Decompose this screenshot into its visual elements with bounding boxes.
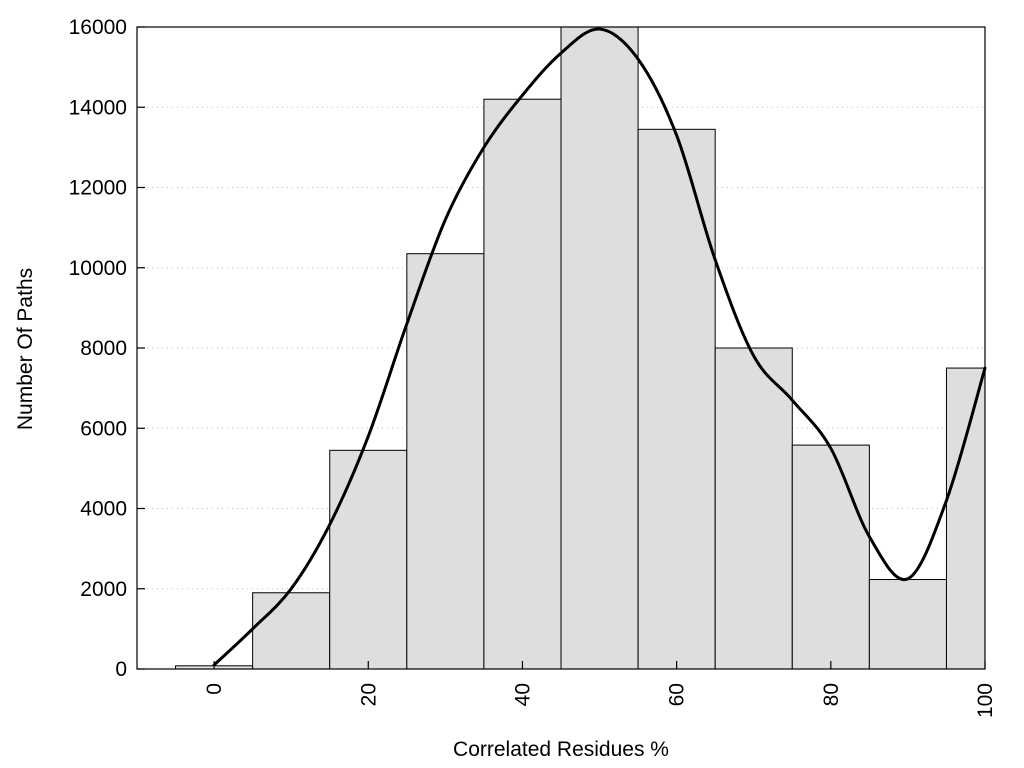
- y-tick-label: 8000: [80, 337, 127, 360]
- y-tick-label: 2000: [80, 578, 127, 601]
- bar: [329, 449, 408, 670]
- bars-group: [175, 26, 986, 670]
- x-tick-label: 100: [974, 683, 997, 718]
- bar: [714, 347, 793, 670]
- y-tick-label: 14000: [69, 96, 127, 119]
- y-tick-label: 6000: [80, 417, 127, 440]
- y-tick-label: 10000: [69, 257, 127, 280]
- y-tick-label: 0: [115, 658, 127, 681]
- bar: [406, 253, 485, 670]
- x-tick-label: 20: [357, 683, 380, 706]
- bar: [791, 444, 870, 670]
- y-tick-label: 12000: [69, 177, 127, 200]
- bar: [252, 592, 331, 670]
- bar: [945, 367, 986, 670]
- y-tick-label: 16000: [69, 16, 127, 39]
- x-tick-label: 80: [820, 683, 843, 706]
- density-curve: [212, 27, 987, 667]
- x-axis-ticks: 0 20 40 60 80 100: [203, 661, 997, 718]
- curve-group: [212, 27, 987, 667]
- y-axis-ticks: 0 2000 4000 6000 8000 10000 12000 14000 16000: [69, 16, 145, 681]
- y-tick-label: 4000: [80, 498, 127, 521]
- bar: [560, 26, 639, 670]
- x-tick-label: 60: [666, 683, 689, 706]
- x-tick-label: 0: [203, 683, 226, 695]
- bar: [637, 128, 716, 670]
- bar: [868, 579, 947, 670]
- x-tick-label: 40: [511, 683, 534, 706]
- bar: [483, 98, 562, 670]
- x-axis-title: Correlated Residues %: [453, 738, 669, 761]
- y-axis-title: Number Of Paths: [14, 268, 37, 430]
